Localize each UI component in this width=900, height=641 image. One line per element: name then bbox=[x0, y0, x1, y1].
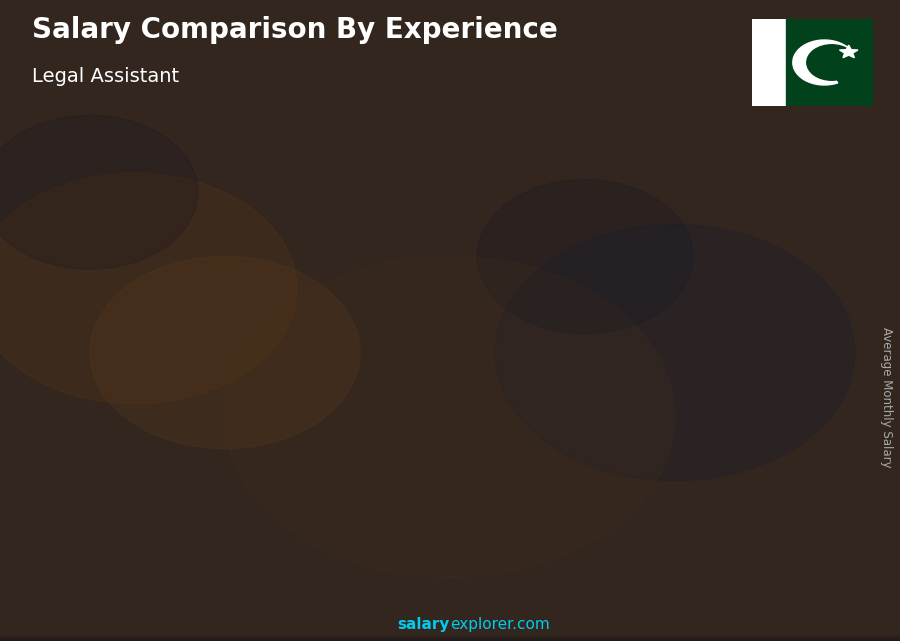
Polygon shape bbox=[600, 343, 608, 577]
Polygon shape bbox=[70, 469, 138, 472]
Polygon shape bbox=[365, 394, 373, 577]
Polygon shape bbox=[305, 390, 373, 394]
Circle shape bbox=[0, 115, 198, 269]
Polygon shape bbox=[248, 448, 256, 577]
Text: 54,400 PKR: 54,400 PKR bbox=[422, 341, 494, 354]
Circle shape bbox=[90, 256, 360, 449]
Polygon shape bbox=[840, 45, 858, 58]
Text: +6%: +6% bbox=[604, 269, 653, 288]
Circle shape bbox=[477, 179, 693, 333]
Text: 59,800 PKR: 59,800 PKR bbox=[541, 320, 613, 333]
Text: salary: salary bbox=[398, 617, 450, 633]
Polygon shape bbox=[422, 358, 490, 364]
Text: 63,300 PKR: 63,300 PKR bbox=[658, 306, 730, 319]
Circle shape bbox=[0, 173, 297, 404]
Text: Legal Assistant: Legal Assistant bbox=[32, 67, 178, 87]
Circle shape bbox=[225, 256, 675, 577]
Text: Average Monthly Salary: Average Monthly Salary bbox=[880, 327, 893, 468]
Polygon shape bbox=[187, 445, 256, 448]
Text: 46,600 PKR: 46,600 PKR bbox=[302, 372, 374, 386]
Text: Salary Comparison By Experience: Salary Comparison By Experience bbox=[32, 16, 557, 44]
Text: 32,900 PKR: 32,900 PKR bbox=[183, 428, 255, 440]
Bar bbox=[786, 19, 873, 106]
Text: +17%: +17% bbox=[363, 288, 426, 307]
Text: +42%: +42% bbox=[245, 319, 308, 338]
Circle shape bbox=[495, 224, 855, 481]
Polygon shape bbox=[657, 322, 724, 329]
Polygon shape bbox=[539, 337, 608, 343]
Text: +23%: +23% bbox=[128, 380, 191, 399]
Bar bbox=[752, 19, 786, 106]
Polygon shape bbox=[717, 329, 725, 577]
Polygon shape bbox=[483, 364, 490, 577]
Wedge shape bbox=[793, 40, 850, 85]
Text: explorer.com: explorer.com bbox=[450, 617, 550, 633]
Text: 26,800 PKR: 26,800 PKR bbox=[63, 452, 135, 465]
Text: +10%: +10% bbox=[480, 275, 543, 294]
Circle shape bbox=[806, 45, 857, 80]
Polygon shape bbox=[131, 472, 138, 577]
